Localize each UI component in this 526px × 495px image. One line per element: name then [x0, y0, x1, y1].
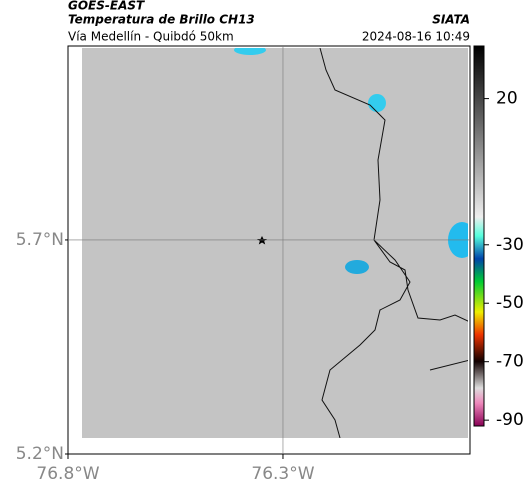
- x-tick-label: 76.3°W: [251, 464, 314, 484]
- colorbar-tick-label: -50: [496, 293, 524, 313]
- cold-cloud: [368, 94, 386, 112]
- y-tick-label: 5.7°N: [16, 230, 64, 250]
- map-frame: [67, 45, 471, 455]
- colorbar-tick-label: -70: [496, 352, 524, 372]
- city-marker: [257, 236, 267, 245]
- colorbar-tick-label: -30: [496, 235, 524, 255]
- colorbar: [473, 45, 485, 427]
- x-tick-label: 76.8°W: [36, 464, 99, 484]
- cold-cloud: [345, 260, 369, 274]
- colorbar-tick-label: 20: [496, 89, 518, 109]
- datetime: 2024-08-16 10:49: [362, 30, 470, 44]
- title: Temperatura de Brillo CH13: [68, 13, 255, 27]
- y-tick-label: 5.2°N: [16, 444, 64, 464]
- satellite-image: [82, 48, 468, 438]
- subtitle: Vía Medellín - Quibdó 50km: [68, 30, 234, 44]
- source: GOES-EAST: [68, 0, 145, 13]
- colorbar-tick-label: -90: [496, 410, 524, 430]
- org: SIATA: [432, 13, 470, 27]
- cold-cloud: [234, 48, 266, 55]
